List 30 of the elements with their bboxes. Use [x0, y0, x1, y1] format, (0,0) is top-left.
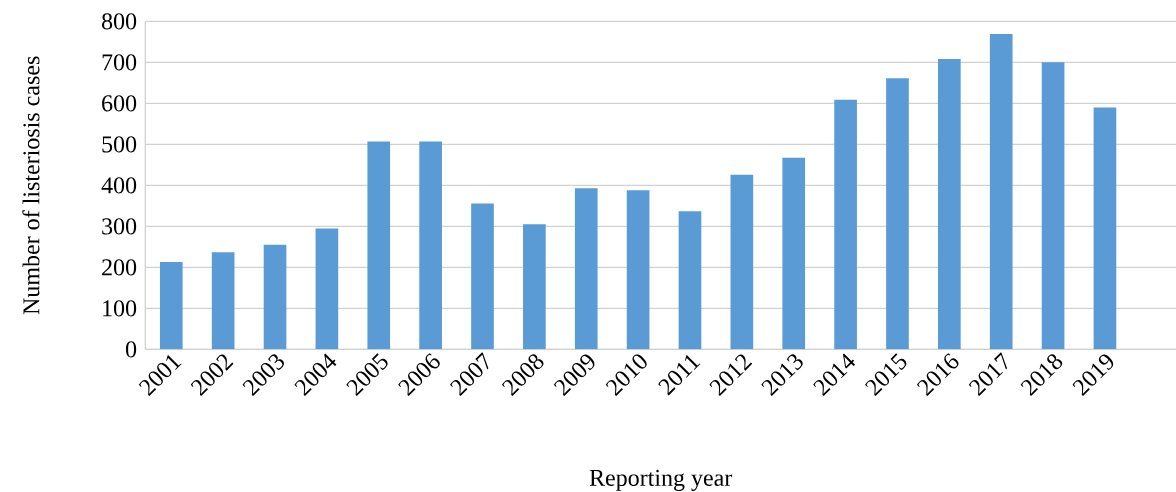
bar	[471, 203, 494, 350]
bar	[834, 99, 857, 350]
y-tick-label: 800	[101, 13, 137, 30]
bar	[263, 244, 287, 350]
y-tick-label: 200	[102, 259, 137, 276]
bar	[523, 224, 546, 350]
y-tick-label: 0	[125, 341, 137, 358]
bar	[1041, 62, 1065, 350]
bar	[367, 141, 391, 350]
bar	[626, 190, 650, 350]
bar	[1093, 107, 1117, 350]
bar	[678, 211, 702, 350]
y-tick-label: 600	[102, 95, 137, 112]
y-tick-label: 500	[102, 136, 137, 153]
y-tick-label: 700	[102, 54, 137, 71]
bar	[419, 141, 442, 350]
bar	[315, 228, 339, 350]
bar	[989, 34, 1013, 350]
bar	[211, 252, 235, 350]
y-tick-label: 100	[103, 300, 137, 317]
bar	[938, 59, 961, 350]
y-axis-title: Number of listeriosis cases	[22, 56, 40, 315]
x-axis-title: Reporting year	[589, 469, 733, 491]
y-tick-label: 300	[102, 218, 137, 235]
bar	[159, 262, 183, 350]
bar	[574, 188, 598, 350]
bar	[782, 157, 806, 350]
bar	[730, 174, 754, 350]
bar	[886, 78, 909, 350]
y-tick-label: 400	[101, 177, 137, 194]
